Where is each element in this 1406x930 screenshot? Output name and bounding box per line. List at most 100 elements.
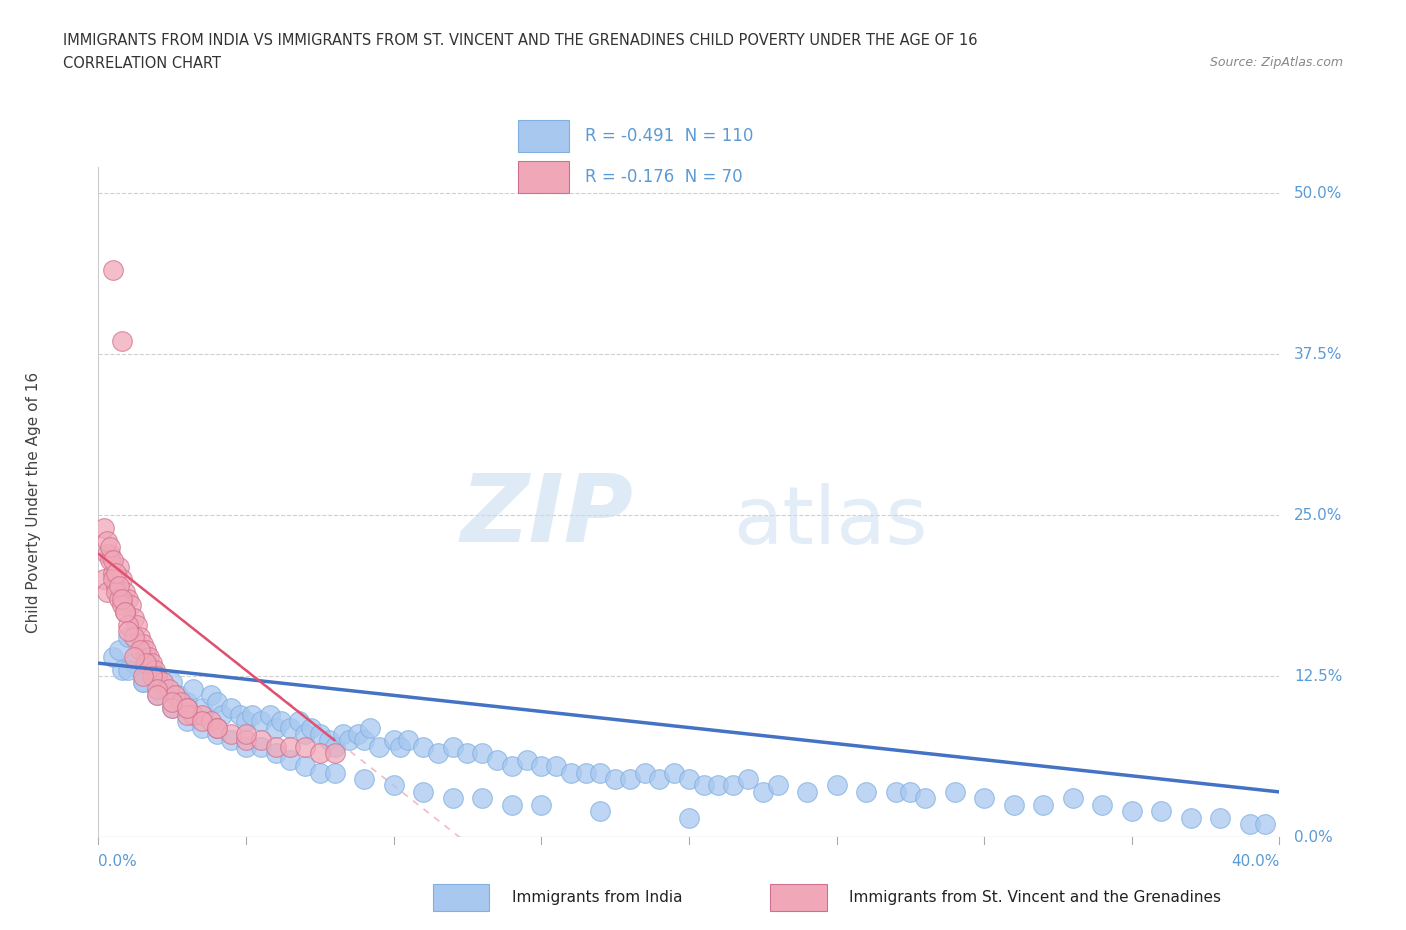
Point — [205, 726, 228, 741]
Point — [229, 707, 252, 722]
Point — [323, 746, 346, 761]
Point — [766, 778, 789, 793]
Point — [96, 546, 118, 561]
Point — [103, 565, 125, 580]
Text: Child Poverty Under the Age of 16: Child Poverty Under the Age of 16 — [25, 372, 41, 632]
Point — [114, 604, 136, 619]
Point — [146, 688, 169, 703]
Point — [250, 733, 273, 748]
Point — [176, 695, 198, 710]
Point — [318, 733, 340, 748]
Point — [191, 707, 214, 722]
Point — [270, 713, 292, 728]
Point — [648, 772, 671, 787]
Point — [176, 713, 198, 728]
Point — [146, 669, 169, 684]
Point — [359, 720, 381, 735]
Point — [678, 810, 700, 825]
Point — [108, 643, 131, 658]
Point — [884, 785, 907, 800]
Point — [200, 688, 222, 703]
Point — [122, 656, 145, 671]
Point — [105, 585, 128, 600]
Point — [427, 746, 450, 761]
Point — [132, 669, 155, 684]
Point — [176, 701, 198, 716]
Point — [1002, 797, 1025, 812]
Point — [111, 591, 134, 606]
Point — [294, 726, 316, 741]
Text: ZIP: ZIP — [461, 470, 634, 562]
Point — [170, 695, 193, 710]
Point — [108, 591, 131, 606]
Point — [105, 565, 128, 580]
Point — [93, 521, 115, 536]
Point — [309, 746, 332, 761]
Text: atlas: atlas — [734, 484, 928, 562]
Point — [205, 695, 228, 710]
Point — [132, 675, 155, 690]
Point — [546, 759, 568, 774]
Point — [1091, 797, 1114, 812]
Point — [96, 534, 118, 549]
Point — [278, 720, 302, 735]
Point — [128, 643, 150, 658]
Point — [108, 578, 131, 593]
Point — [103, 263, 125, 278]
Point — [143, 662, 166, 677]
Point — [1032, 797, 1054, 812]
Point — [181, 682, 204, 697]
Point — [167, 688, 190, 703]
Point — [1209, 810, 1232, 825]
Point — [152, 675, 174, 690]
Point — [664, 765, 686, 780]
Point — [111, 598, 134, 613]
Point — [111, 662, 134, 677]
Point — [309, 726, 332, 741]
Point — [111, 572, 134, 587]
Point — [205, 720, 228, 735]
Point — [264, 739, 287, 754]
Bar — [770, 884, 827, 911]
Point — [1150, 804, 1173, 818]
Point — [141, 669, 163, 684]
Point — [98, 552, 121, 567]
Point — [132, 675, 155, 690]
Point — [191, 720, 214, 735]
Point — [162, 701, 183, 716]
Point — [250, 713, 273, 728]
Point — [205, 720, 228, 735]
Point — [176, 701, 198, 716]
Point — [278, 739, 302, 754]
Point — [707, 778, 730, 793]
Point — [146, 669, 169, 684]
Point — [294, 739, 316, 754]
Point — [353, 733, 375, 748]
Point — [128, 662, 150, 677]
Point — [456, 746, 478, 761]
Point — [382, 778, 405, 793]
Point — [412, 785, 434, 800]
Point — [382, 733, 405, 748]
Point — [191, 713, 214, 728]
Point — [900, 785, 922, 800]
Point — [120, 598, 142, 613]
Point — [141, 662, 163, 677]
Point — [135, 643, 157, 658]
Point — [441, 790, 464, 805]
Point — [501, 797, 523, 812]
Point — [1254, 817, 1277, 831]
Point — [264, 746, 287, 761]
Point — [1239, 817, 1261, 831]
Text: 40.0%: 40.0% — [1232, 854, 1279, 869]
Point — [751, 785, 773, 800]
Point — [162, 695, 183, 710]
Point — [141, 656, 163, 671]
Point — [103, 572, 125, 587]
Point — [678, 772, 700, 787]
Point — [138, 649, 160, 664]
Text: Immigrants from St. Vincent and the Grenadines: Immigrants from St. Vincent and the Gren… — [849, 890, 1222, 905]
Point — [152, 682, 174, 697]
Point — [589, 765, 612, 780]
Bar — [433, 884, 489, 911]
